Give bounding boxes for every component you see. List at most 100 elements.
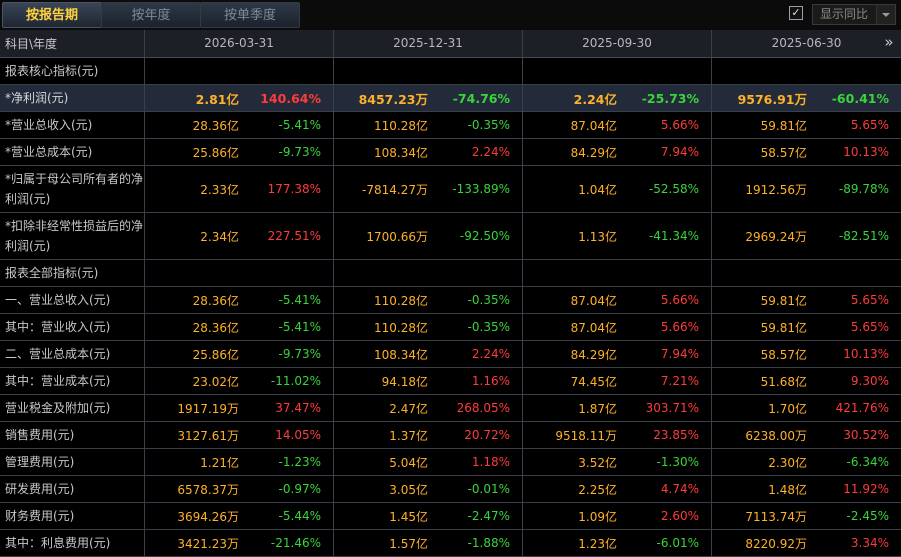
period-cell: 28.36亿 -5.41% bbox=[145, 112, 334, 138]
row-label: *扣除非经常性损益后的净利润(元) bbox=[0, 213, 145, 259]
period-header[interactable]: 2026-03-31 bbox=[145, 30, 334, 57]
yoy-change: -0.35% bbox=[467, 118, 510, 132]
section-row[interactable]: 报表全部指标(元) bbox=[0, 260, 901, 287]
table-row[interactable]: 管理费用(元) 1.21亿 -1.23% 5.04亿 1.18% 3.52亿 -1.30% 2… bbox=[0, 449, 901, 476]
period-cell: 7113.74万 -2.45% bbox=[712, 503, 901, 529]
yoy-change: 5.65% bbox=[850, 118, 889, 132]
table-row[interactable]: 财务费用(元) 3694.26万 -5.44% 1.45亿 -2.47% 1.09亿 2.6… bbox=[0, 503, 901, 530]
period-cell: 110.28亿 -0.35% bbox=[334, 287, 523, 313]
period-cell: 5.04亿 1.18% bbox=[334, 449, 523, 475]
period-cell: 108.34亿 2.24% bbox=[334, 341, 523, 367]
value: 1.87亿 bbox=[578, 401, 617, 416]
value: 28.36亿 bbox=[192, 293, 239, 308]
period-cell: 1.23亿 -6.01% bbox=[523, 530, 712, 556]
value: 6238.00万 bbox=[745, 428, 807, 443]
period-cell: 1.70亿 421.76% bbox=[712, 395, 901, 421]
period-cell: 2.30亿 -6.34% bbox=[712, 449, 901, 475]
period-cell: 87.04亿 5.66% bbox=[523, 314, 712, 340]
yoy-change: 227.51% bbox=[267, 229, 321, 243]
yoy-change: 1.16% bbox=[471, 374, 510, 388]
table-row[interactable]: 一、营业总收入(元) 28.36亿 -5.41% 110.28亿 -0.35% 87.04… bbox=[0, 287, 901, 314]
period-cell: 23.02亿 -11.02% bbox=[145, 368, 334, 394]
yoy-change: 4.74% bbox=[660, 482, 699, 496]
value: 5.04亿 bbox=[389, 455, 428, 470]
table-row[interactable]: 二、营业总成本(元) 25.86亿 -9.73% 108.34亿 2.24% 84.29亿… bbox=[0, 341, 901, 368]
yoy-change: -0.01% bbox=[467, 482, 510, 496]
tab-by-report-period[interactable]: 按报告期 bbox=[2, 2, 102, 28]
table-row[interactable]: 研发费用(元) 6578.37万 -0.97% 3.05亿 -0.01% 2.25亿 4.7… bbox=[0, 476, 901, 503]
table-row[interactable]: 其中：营业成本(元) 23.02亿 -11.02% 94.18亿 1.16% 74.45亿… bbox=[0, 368, 901, 395]
period-cell: 2.33亿 177.38% bbox=[145, 166, 334, 212]
yoy-change: -133.89% bbox=[452, 182, 510, 196]
period-header[interactable]: 2025-09-30 bbox=[523, 30, 712, 57]
table-row[interactable]: 销售费用(元) 3127.61万 14.05% 1.37亿 20.72% 9518.11万… bbox=[0, 422, 901, 449]
period-header[interactable]: 2025-12-31 bbox=[334, 30, 523, 57]
yoy-checkbox[interactable]: ✓ bbox=[789, 6, 803, 20]
row-label: 二、营业总成本(元) bbox=[0, 341, 145, 367]
yoy-change: -9.73% bbox=[278, 347, 321, 361]
value: 6578.37万 bbox=[177, 482, 239, 497]
value: 1.70亿 bbox=[768, 401, 807, 416]
table-row[interactable]: *营业总成本(元) 25.86亿 -9.73% 108.34亿 2.24% 84.29亿 7… bbox=[0, 139, 901, 166]
value: 59.81亿 bbox=[760, 293, 807, 308]
yoy-dropdown[interactable]: 显示同比 bbox=[812, 4, 896, 25]
period-cell: 3421.23万 -21.46% bbox=[145, 530, 334, 556]
yoy-change: -89.78% bbox=[838, 182, 889, 196]
period-cell: 108.34亿 2.24% bbox=[334, 139, 523, 165]
section-row[interactable]: 报表核心指标(元) bbox=[0, 58, 901, 85]
table-row[interactable]: 其中：营业收入(元) 28.36亿 -5.41% 110.28亿 -0.35% 87.04… bbox=[0, 314, 901, 341]
period-cell: 110.28亿 -0.35% bbox=[334, 314, 523, 340]
period-cell: 6578.37万 -0.97% bbox=[145, 476, 334, 502]
value: 3694.26万 bbox=[177, 509, 239, 524]
period-cell bbox=[523, 58, 712, 84]
table-row[interactable]: *营业总收入(元) 28.36亿 -5.41% 110.28亿 -0.35% 87.04亿… bbox=[0, 112, 901, 139]
table-row[interactable]: *扣除非经常性损益后的净利润(元) 2.34亿 227.51% 1700.66万 -92… bbox=[0, 213, 901, 260]
tab-by-year[interactable]: 按年度 bbox=[101, 2, 201, 28]
table-row[interactable]: *净利润(元) 2.81亿 140.64% 8457.23万 -74.76% 2.24亿 -… bbox=[0, 85, 901, 112]
value: 87.04亿 bbox=[570, 293, 617, 308]
table-row[interactable]: 其中：利息费用(元) 3421.23万 -21.46% 1.57亿 -1.88% 1.23… bbox=[0, 530, 901, 557]
value: 87.04亿 bbox=[570, 118, 617, 133]
check-icon: ✓ bbox=[791, 6, 801, 19]
value: 7113.74万 bbox=[745, 509, 807, 524]
period-cell: 28.36亿 -5.41% bbox=[145, 287, 334, 313]
yoy-change: -2.47% bbox=[467, 509, 510, 523]
value: 1.45亿 bbox=[389, 509, 428, 524]
section-label: 报表全部指标(元) bbox=[0, 260, 145, 286]
value: 84.29亿 bbox=[570, 347, 617, 362]
period-cell bbox=[523, 260, 712, 286]
period-cell: 59.81亿 5.65% bbox=[712, 314, 901, 340]
yoy-change: 2.24% bbox=[471, 145, 510, 159]
value: 3.05亿 bbox=[389, 482, 428, 497]
row-label: 销售费用(元) bbox=[0, 422, 145, 448]
value: 108.34亿 bbox=[374, 145, 428, 160]
period-cell: 9576.91万 -60.41% bbox=[712, 85, 901, 111]
value: 3127.61万 bbox=[177, 428, 239, 443]
value: 1.48亿 bbox=[768, 482, 807, 497]
value: 2.47亿 bbox=[389, 401, 428, 416]
period-cell: 74.45亿 7.21% bbox=[523, 368, 712, 394]
tab-by-quarter[interactable]: 按单季度 bbox=[200, 2, 300, 28]
toolbar: 按报告期 按年度 按单季度 ✓ 显示同比 bbox=[0, 0, 901, 30]
yoy-change: -5.41% bbox=[278, 293, 321, 307]
value: 28.36亿 bbox=[192, 118, 239, 133]
row-label: 一、营业总收入(元) bbox=[0, 287, 145, 313]
value: 58.57亿 bbox=[760, 145, 807, 160]
yoy-dropdown-label: 显示同比 bbox=[820, 7, 869, 21]
period-cell: 110.28亿 -0.35% bbox=[334, 112, 523, 138]
yoy-change: -2.45% bbox=[846, 509, 889, 523]
yoy-change: -74.76% bbox=[452, 90, 510, 106]
yoy-change: -11.02% bbox=[270, 374, 321, 388]
yoy-change: 9.30% bbox=[850, 374, 889, 388]
yoy-change: -25.73% bbox=[641, 90, 699, 106]
yoy-change: -6.34% bbox=[846, 455, 889, 469]
period-cell: 58.57亿 10.13% bbox=[712, 341, 901, 367]
table-row[interactable]: *归属于母公司所有者的净利润(元) 2.33亿 177.38% -7814.27万 -1… bbox=[0, 166, 901, 213]
yoy-change: -5.41% bbox=[278, 320, 321, 334]
row-label: 营业税金及附加(元) bbox=[0, 395, 145, 421]
period-cell: 8457.23万 -74.76% bbox=[334, 85, 523, 111]
double-chevron-right-icon[interactable]: » bbox=[884, 33, 894, 51]
table-row[interactable]: 营业税金及附加(元) 1917.19万 37.47% 2.47亿 268.05% 1.87… bbox=[0, 395, 901, 422]
period-cell: 2.25亿 4.74% bbox=[523, 476, 712, 502]
period-header[interactable]: 2025-06-30 » bbox=[712, 30, 901, 57]
